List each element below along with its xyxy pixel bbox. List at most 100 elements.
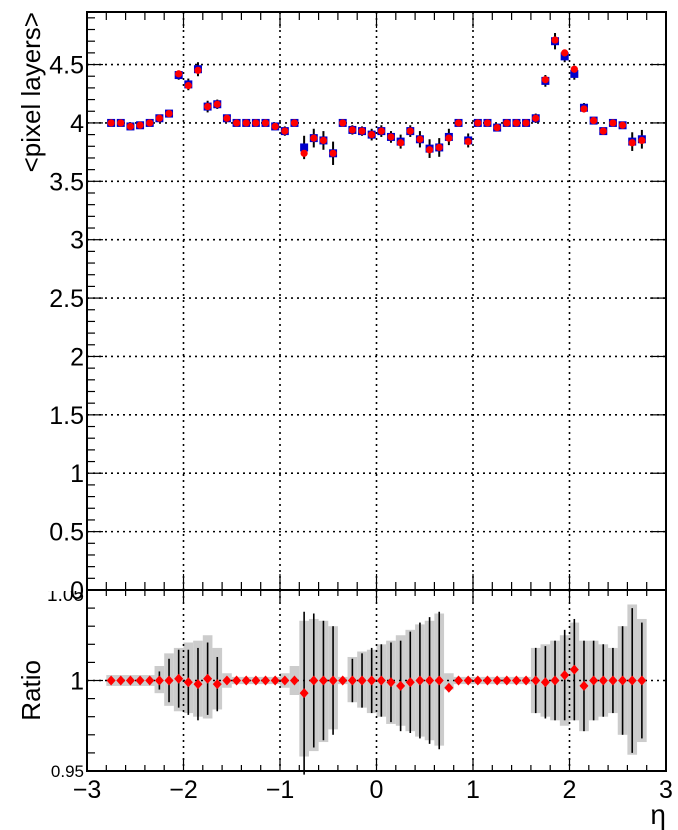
ratio-point	[135, 675, 145, 686]
main-point-red	[310, 134, 318, 142]
ratio-point	[154, 675, 164, 686]
main-point-red	[175, 70, 183, 78]
ratio-point	[309, 675, 319, 686]
main-y-tick-label: 1	[70, 460, 84, 488]
ratio-point	[164, 675, 174, 686]
ratio-point	[560, 670, 570, 681]
main-point-red	[570, 65, 578, 73]
ratio-point	[357, 675, 367, 686]
main-point-red	[561, 49, 569, 57]
main-point-red	[213, 100, 221, 108]
main-point-red	[348, 126, 356, 134]
ratio-point	[318, 675, 328, 686]
main-point-red	[464, 138, 472, 146]
main-point-red	[136, 121, 144, 129]
ratio-panel: 1 0.95 1.05 −3 −2 −1 0 1 2 3 Ratio η	[16, 585, 673, 830]
main-y-tick-label: 0	[70, 577, 84, 605]
ratio-point	[473, 675, 483, 686]
main-point-red	[618, 121, 627, 129]
ratio-point	[116, 675, 126, 686]
ratio-x-tick-label: 1	[466, 776, 480, 804]
ratio-point	[396, 680, 406, 691]
ratio-point	[569, 664, 579, 675]
main-y-tick-label: 2.5	[49, 285, 84, 313]
ratio-point	[415, 675, 425, 686]
main-point-red	[541, 76, 549, 84]
ratio-point	[618, 675, 628, 686]
main-point-red	[512, 119, 521, 127]
main-point-red	[261, 119, 270, 127]
main-point-red	[454, 119, 463, 127]
ratio-point	[502, 675, 512, 686]
main-point-red	[339, 119, 347, 127]
ratio-y-axis-title: Ratio	[16, 660, 46, 721]
ratio-point	[482, 675, 492, 686]
main-point-red	[184, 81, 192, 90]
ratio-band	[444, 673, 454, 690]
ratio-point	[376, 675, 386, 686]
ratio-point	[405, 677, 415, 688]
ratio-point	[454, 675, 464, 686]
ratio-point	[347, 675, 357, 686]
ratio-point	[183, 677, 193, 688]
main-point-red	[532, 114, 540, 122]
main-y-tick-label: 4	[70, 110, 84, 138]
ratio-point	[425, 675, 435, 686]
ratio-point	[251, 675, 261, 686]
ratio-y-tick-label: 0.95	[51, 762, 84, 781]
ratio-x-tick-label: −3	[73, 776, 102, 804]
main-panel: 0 0.5 1 1.5 2 2.5 3 3.5 4 4.5<pixel layers>	[16, 11, 667, 605]
ratio-point	[299, 688, 309, 699]
ratio-frame	[86, 589, 667, 772]
ratio-point	[145, 675, 155, 686]
main-point-red	[416, 135, 424, 143]
main-point-red	[628, 139, 636, 147]
main-point-red	[377, 127, 385, 135]
ratio-point	[589, 675, 599, 686]
ratio-point	[598, 675, 608, 686]
ratio-point	[328, 675, 338, 686]
main-point-red	[165, 109, 173, 118]
main-point-red	[387, 133, 395, 141]
ratio-x-tick-label: −1	[266, 776, 295, 804]
ratio-point	[174, 673, 184, 684]
main-point-red	[425, 146, 434, 154]
ratio-band	[453, 676, 531, 685]
ratio-point	[531, 675, 541, 686]
ratio-point	[521, 675, 531, 686]
main-point-red	[281, 127, 289, 135]
main-point-red	[223, 114, 231, 122]
main-point-red	[551, 36, 559, 44]
main-point-red	[493, 124, 501, 132]
main-y-tick-label: 0.5	[49, 519, 84, 547]
ratio-x-tick-label: −2	[169, 776, 198, 804]
main-point-red	[590, 116, 598, 125]
main-point-red	[474, 119, 482, 127]
ratio-y-tick-label-top: 1.05	[47, 585, 84, 606]
ratio-point	[463, 675, 473, 686]
ratio-point	[608, 675, 618, 686]
ratio-point	[550, 675, 560, 686]
main-point-blue	[570, 69, 579, 78]
main-point-red	[204, 102, 212, 111]
ratio-point	[125, 675, 135, 686]
ratio-point	[212, 679, 222, 690]
main-point-red	[406, 127, 414, 135]
ratio-point	[222, 675, 232, 686]
main-point-red	[300, 149, 308, 157]
main-y-tick-label: 3.5	[49, 168, 84, 196]
main-point-red	[483, 119, 492, 127]
main-point-red	[368, 131, 376, 139]
ratio-point	[241, 675, 251, 686]
ratio-point	[434, 675, 444, 686]
main-point-red	[194, 66, 202, 74]
main-point-blue	[300, 143, 309, 152]
ratio-point	[579, 680, 589, 691]
ratio-point	[203, 673, 213, 684]
main-point-red	[146, 119, 154, 127]
ratio-point	[338, 675, 348, 686]
main-point-red	[117, 119, 125, 127]
main-point-red	[638, 136, 646, 145]
main-y-tick-label: 4.5	[49, 52, 84, 80]
ratio-point	[637, 675, 647, 686]
